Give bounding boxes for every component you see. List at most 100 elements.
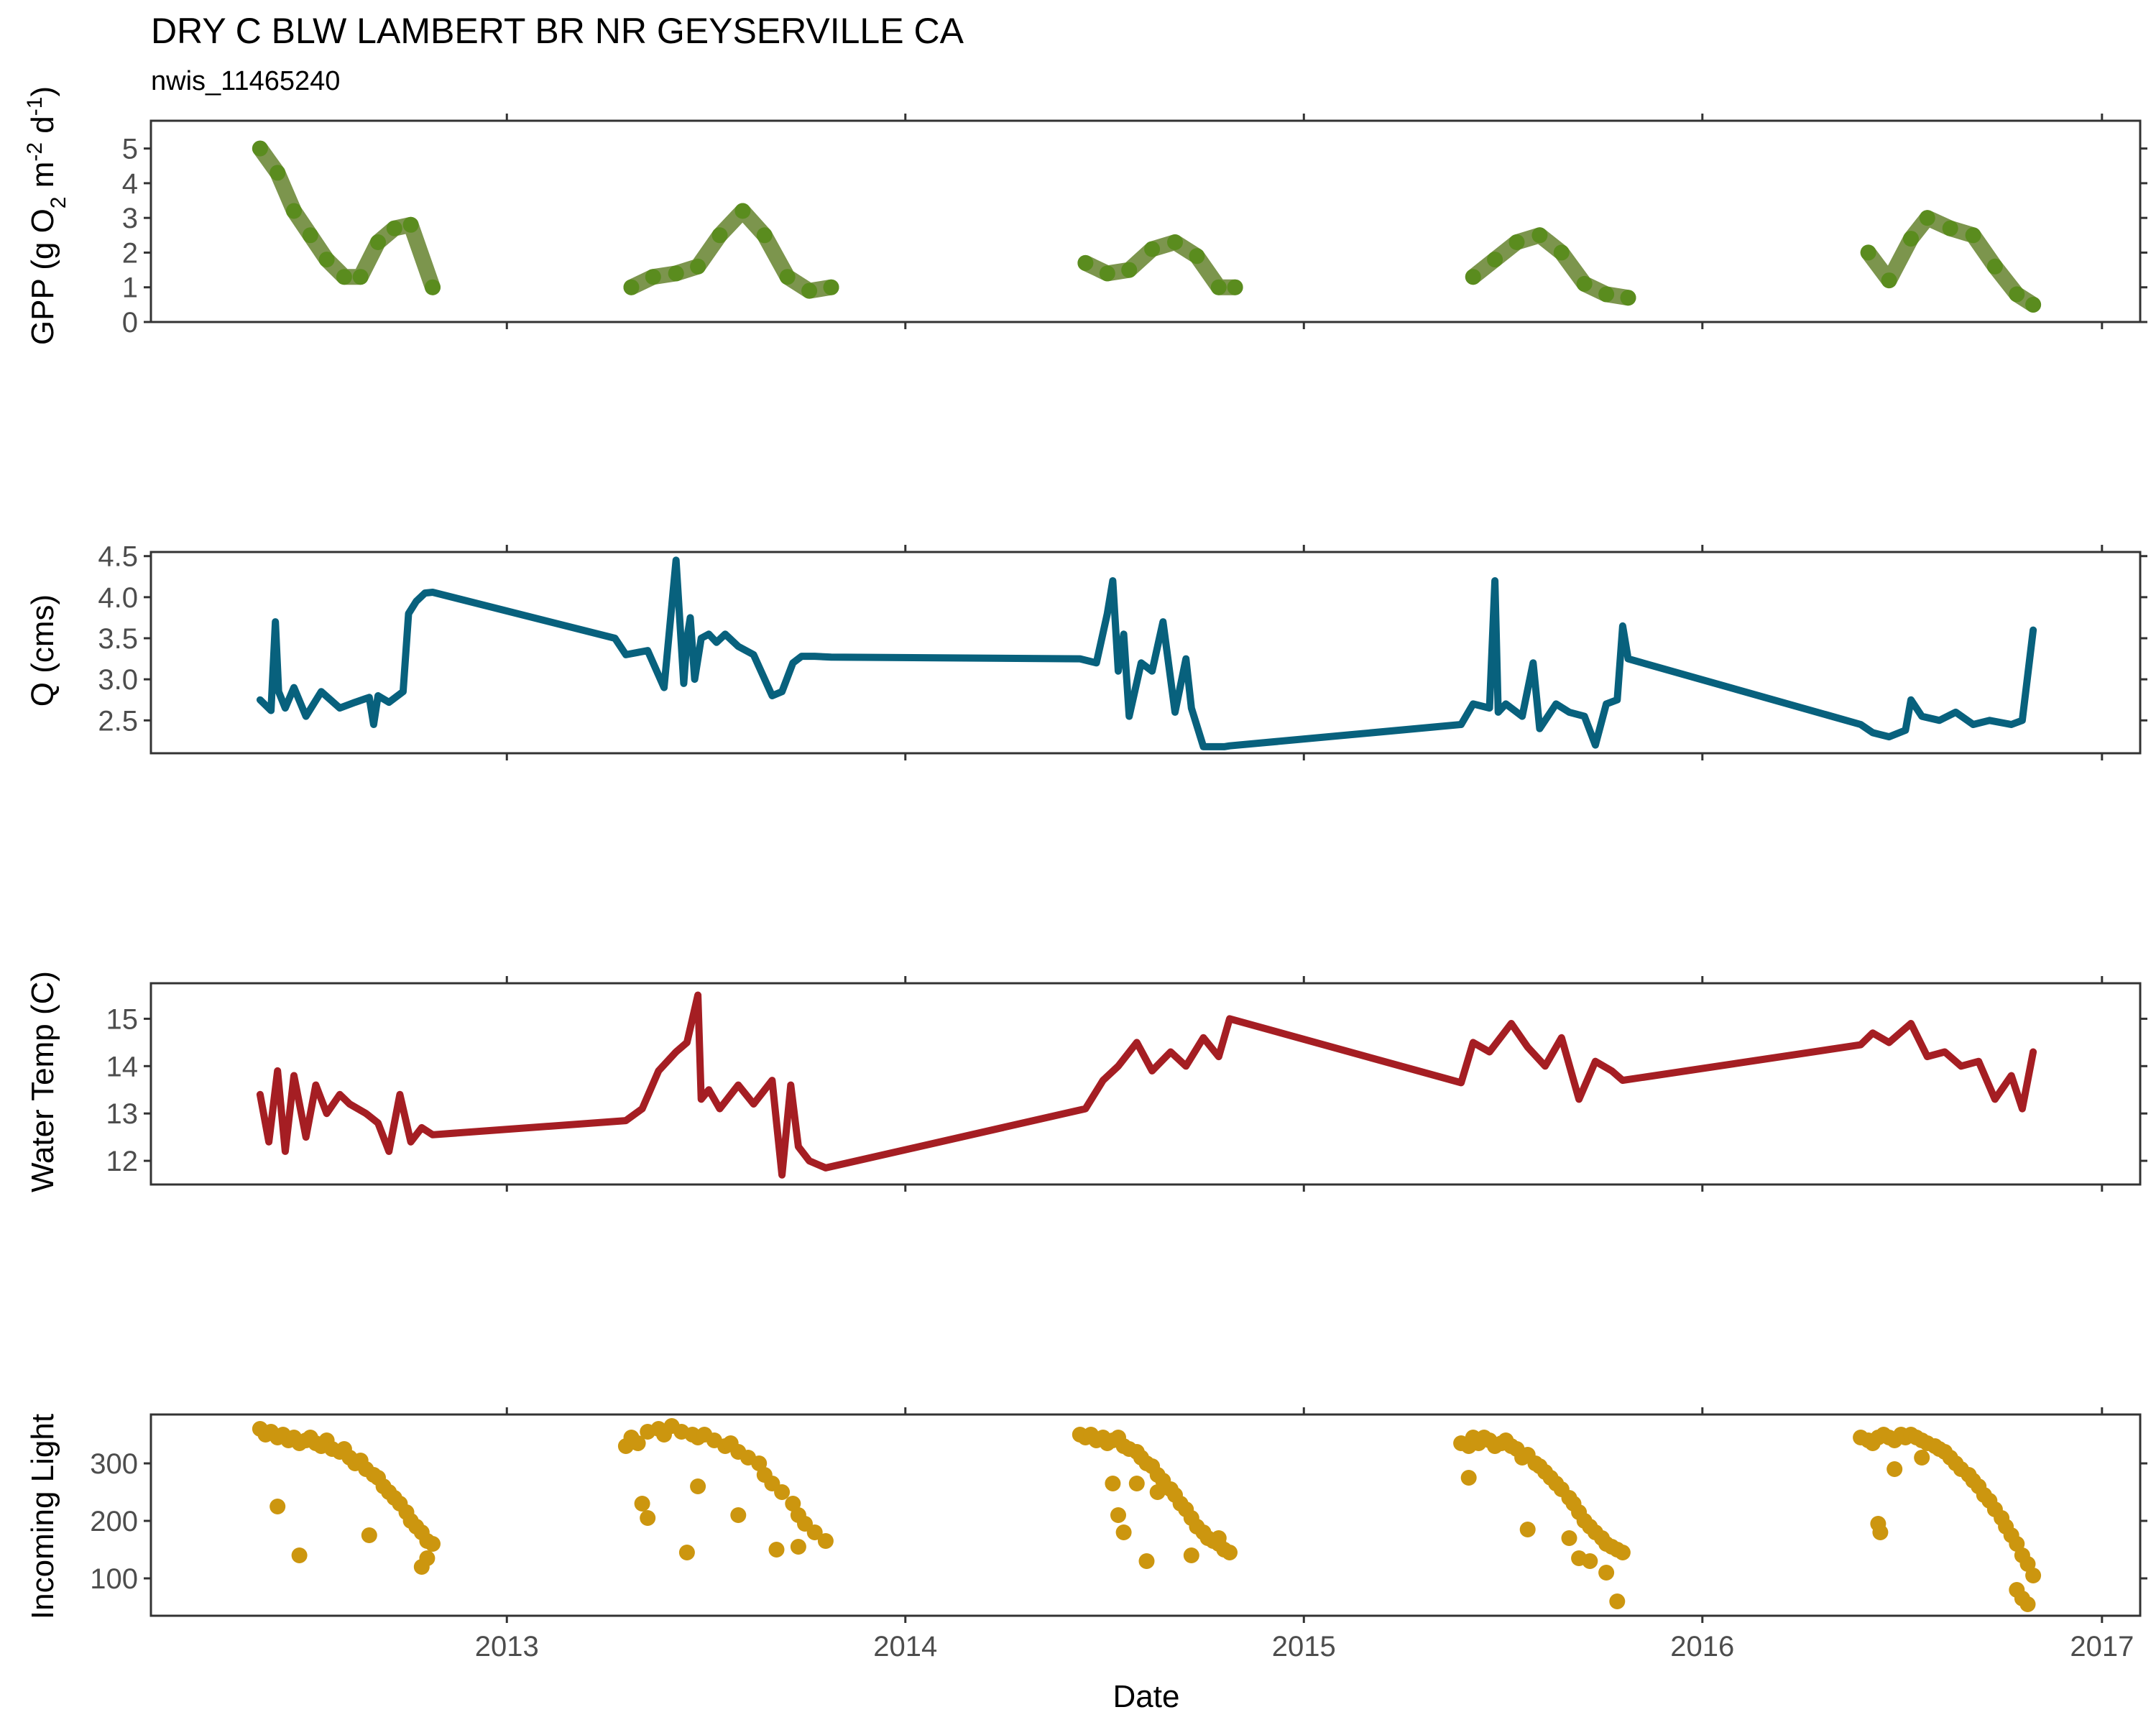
- gpp-y-axis-title: GPP (g O2 m-2 d-1): [23, 86, 70, 345]
- gpp-point: [1881, 272, 1897, 289]
- gpp-panel-border: [149, 119, 2142, 323]
- incoming-light-point: [1914, 1450, 1930, 1466]
- gpp-point: [1919, 210, 1935, 226]
- gpp-point: [1508, 234, 1525, 250]
- temp-y-axis-title: Water Temp (C): [25, 971, 60, 1192]
- incoming-light-point: [1886, 1461, 1903, 1477]
- x-tick-label: 2014: [873, 1631, 937, 1662]
- incoming-light-point: [361, 1527, 377, 1543]
- gpp-point: [1553, 244, 1570, 261]
- x-tick-label: 2015: [1272, 1631, 1336, 1662]
- gpp-point: [1487, 252, 1503, 268]
- water-temp-panel-border: [149, 982, 2142, 1186]
- incoming-light-point: [419, 1550, 436, 1566]
- incoming-light-point: [270, 1499, 286, 1514]
- incoming-light-point: [1183, 1547, 1199, 1563]
- incoming-light-point: [790, 1539, 806, 1555]
- gpp-point: [801, 282, 818, 299]
- gpp-point: [1860, 244, 1876, 261]
- gpp-point: [1227, 279, 1243, 295]
- incoming-light-point: [1598, 1565, 1615, 1581]
- discharge-line: [256, 556, 2037, 750]
- gpp-point: [823, 279, 839, 295]
- gpp-y-tick-label: 5: [122, 134, 138, 165]
- gpp-point: [711, 227, 728, 244]
- x-tick-label: 2013: [475, 1631, 539, 1662]
- gpp-point: [1903, 231, 1919, 247]
- gpp-point: [690, 258, 706, 275]
- incoming-light-point: [1138, 1553, 1155, 1569]
- gpp-point: [286, 203, 302, 219]
- gpp-point: [1121, 262, 1138, 278]
- incoming-light-point: [2019, 1596, 2036, 1612]
- incoming-light-point: [1149, 1484, 1166, 1500]
- gpp-point: [668, 265, 684, 282]
- gpp-band: [623, 203, 839, 299]
- gpp-point: [1620, 290, 1636, 306]
- gpp-point: [1942, 220, 1958, 236]
- discharge-y-tick-label: 4.5: [98, 541, 138, 573]
- incoming-light-panel: 100 200 300: [90, 1407, 2147, 1623]
- gpp-point: [270, 165, 286, 181]
- gpp-point: [318, 252, 335, 268]
- discharge-y-tick-label: 2.5: [98, 705, 138, 737]
- incoming-light-point: [1210, 1530, 1227, 1546]
- incoming-light-point: [768, 1542, 785, 1558]
- gpp-point: [1210, 279, 1227, 295]
- incoming-light-point: [1110, 1507, 1126, 1523]
- water-temp-y-tick-label: 14: [106, 1051, 139, 1082]
- light-y-axis-title: Incoming Light: [25, 1414, 60, 1619]
- gpp-point: [623, 279, 640, 295]
- discharge-y-tick-label: 3.5: [98, 623, 138, 655]
- gpp-point: [352, 269, 369, 285]
- gpp-point: [1598, 286, 1615, 303]
- incoming-light-point: [291, 1547, 308, 1563]
- gpp-point: [425, 279, 441, 295]
- incoming-light-point: [730, 1507, 747, 1523]
- incoming-light-point: [1460, 1470, 1477, 1486]
- gpp-point: [386, 220, 402, 236]
- gpp-point: [302, 227, 318, 244]
- incoming-light-point: [640, 1510, 656, 1526]
- x-tick-label: 2017: [2070, 1631, 2134, 1662]
- incoming-light-point: [425, 1536, 441, 1552]
- chart-subtitle: nwis_11465240: [151, 66, 341, 96]
- incoming-light-panel-border: [149, 1413, 2142, 1617]
- incoming-light-point: [806, 1524, 823, 1540]
- incoming-light-point: [1105, 1476, 1121, 1491]
- q-y-axis-title: Q (cms): [25, 594, 60, 707]
- gpp-y-tick-label: 3: [122, 203, 138, 234]
- chart-title: DRY C BLW LAMBERT BR NR GEYSERVILLE CA: [151, 11, 964, 51]
- gpp-point: [252, 140, 268, 157]
- incoming-light-point: [678, 1545, 695, 1560]
- gpp-point: [1189, 248, 1205, 264]
- water-temp-line: [256, 991, 2037, 1179]
- gpp-point: [336, 269, 352, 285]
- x-axis-title: Date: [1113, 1679, 1180, 1714]
- incoming-light-point: [1128, 1476, 1145, 1491]
- gpp-point: [2025, 296, 2042, 313]
- incoming-light-y-tick-label: 100: [90, 1563, 138, 1595]
- incoming-light-y-tick-label: 200: [90, 1506, 138, 1537]
- gpp-point: [2009, 286, 2025, 303]
- gpp-point: [756, 227, 773, 244]
- incoming-light-y-tick-label: 300: [90, 1448, 138, 1480]
- gpp-y-tick-label: 0: [122, 307, 138, 339]
- incoming-light-point: [1115, 1524, 1132, 1540]
- gpp-point: [1965, 227, 1981, 244]
- discharge-y-tick-label: 4.0: [98, 582, 138, 614]
- water-temp-y-tick-label: 13: [106, 1098, 139, 1130]
- incoming-light-point: [690, 1478, 706, 1494]
- water-temp-panel: 12 13 14 15: [106, 976, 2147, 1192]
- incoming-light-point: [630, 1435, 646, 1451]
- gpp-y-tick-label: 2: [122, 237, 138, 269]
- gpp-point: [1465, 269, 1481, 285]
- gpp-point: [645, 269, 661, 285]
- water-temp-y-tick-label: 12: [106, 1146, 139, 1177]
- gpp-point: [1167, 234, 1183, 250]
- water-temp-y-tick-label: 15: [106, 1003, 139, 1035]
- gpp-point: [779, 269, 796, 285]
- gpp-point: [1099, 265, 1115, 282]
